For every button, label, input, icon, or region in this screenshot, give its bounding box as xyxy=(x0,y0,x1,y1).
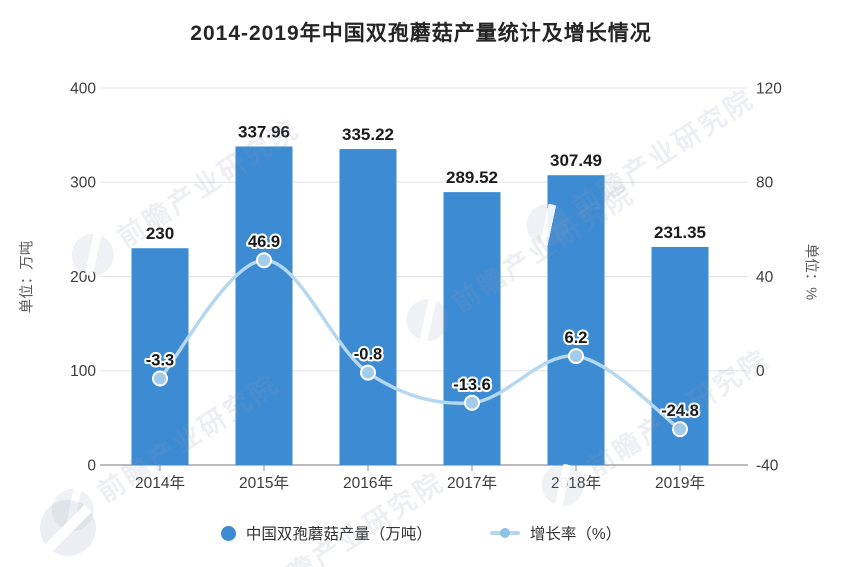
x-tick-label: 2015年 xyxy=(239,474,289,492)
x-tick-label: 2019年 xyxy=(655,474,705,492)
growth-value-label: -3.3 xyxy=(146,352,174,370)
growth-value-label: 46.9 xyxy=(248,233,280,251)
line-series-marker-icon xyxy=(489,528,520,538)
left-axis-tick-label: 300 xyxy=(70,175,96,192)
growth-value-label: -13.6 xyxy=(453,376,491,394)
growth-value-label: -0.8 xyxy=(354,346,382,364)
left-axis-tick-label: 0 xyxy=(87,457,96,474)
bar-value-label: 289.52 xyxy=(446,168,498,187)
bar-2014年 xyxy=(131,248,189,465)
growth-point-2015年 xyxy=(256,252,272,269)
x-tick-label: 2016年 xyxy=(343,474,393,492)
legend-item-growth-rate[interactable]: 增长率（%） xyxy=(489,522,622,544)
bar-value-label: 307.49 xyxy=(550,151,602,170)
left-axis-tick-label: 200 xyxy=(70,269,96,286)
bar-value-label: 230 xyxy=(146,224,174,243)
x-tick-label: 2014年 xyxy=(135,474,185,492)
right-axis-tick-label: 120 xyxy=(756,80,782,97)
left-axis-tick-label: 400 xyxy=(70,80,96,97)
growth-value-label: -24.8 xyxy=(661,402,699,420)
bar-2016年 xyxy=(339,149,397,465)
bar-value-label: 337.96 xyxy=(238,122,290,141)
growth-point-2016年 xyxy=(360,364,376,381)
bar-2017年 xyxy=(443,192,501,466)
chart-legend: 中国双孢蘑菇产量（万吨） 增长率（%） xyxy=(0,522,842,544)
bar-series-marker-icon xyxy=(220,525,236,541)
legend-label-production: 中国双孢蘑菇产量（万吨） xyxy=(245,526,432,543)
legend-item-production[interactable]: 中国双孢蘑菇产量（万吨） xyxy=(220,522,432,544)
bar-value-label: 335.22 xyxy=(342,125,394,144)
right-axis-tick-label: 0 xyxy=(756,363,765,380)
chart-title: 2014-2019年中国双孢蘑菇产量统计及增长情况 xyxy=(190,22,652,45)
bar-2018年 xyxy=(547,175,605,465)
growth-point-2019年 xyxy=(672,421,688,438)
right-axis-tick-label: 80 xyxy=(756,175,774,192)
right-axis-tick-label: -40 xyxy=(756,457,779,474)
growth-point-2014年 xyxy=(152,370,168,387)
bar-2015年 xyxy=(235,146,293,465)
growth-point-2017年 xyxy=(464,394,480,411)
growth-value-label: 6.2 xyxy=(565,329,588,347)
x-tick-label: 2018年 xyxy=(551,474,601,492)
growth-point-2018年 xyxy=(568,348,584,365)
bar-value-label: 231.35 xyxy=(654,223,706,242)
right-axis-tick-label: 40 xyxy=(756,269,774,286)
x-tick-label: 2017年 xyxy=(447,474,497,492)
left-axis-tick-label: 100 xyxy=(70,363,96,380)
legend-label-growth-rate: 增长率（%） xyxy=(529,526,622,543)
